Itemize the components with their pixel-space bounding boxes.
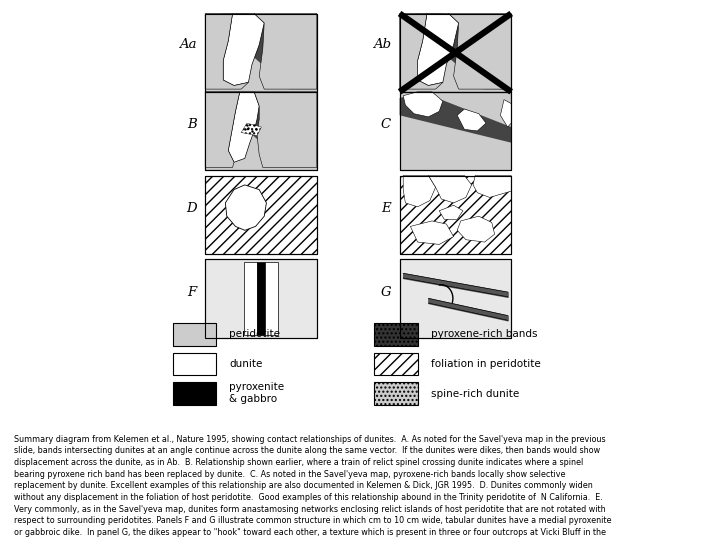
Polygon shape bbox=[225, 185, 266, 230]
Polygon shape bbox=[400, 14, 511, 89]
Bar bbox=[400, 92, 511, 170]
Bar bbox=[374, 323, 418, 346]
Bar bbox=[265, 262, 278, 335]
Polygon shape bbox=[241, 123, 261, 136]
Text: F: F bbox=[187, 286, 197, 299]
Bar bbox=[244, 262, 258, 335]
Text: E: E bbox=[382, 202, 391, 215]
Polygon shape bbox=[221, 14, 317, 89]
Bar bbox=[374, 382, 418, 405]
Polygon shape bbox=[403, 92, 443, 117]
Bar bbox=[400, 259, 511, 338]
Text: D: D bbox=[186, 202, 197, 215]
Bar bbox=[400, 259, 511, 338]
Polygon shape bbox=[223, 14, 264, 85]
Bar bbox=[173, 323, 216, 346]
Polygon shape bbox=[457, 109, 486, 131]
Text: peridotite: peridotite bbox=[229, 329, 280, 339]
Bar bbox=[400, 14, 511, 92]
Polygon shape bbox=[410, 221, 454, 245]
Text: Ab: Ab bbox=[373, 38, 391, 51]
Text: G: G bbox=[380, 286, 391, 299]
Polygon shape bbox=[205, 92, 317, 162]
Text: dunite: dunite bbox=[229, 359, 262, 369]
Polygon shape bbox=[403, 176, 436, 207]
Polygon shape bbox=[457, 216, 495, 242]
Bar bbox=[374, 353, 418, 375]
Text: C: C bbox=[381, 118, 391, 131]
Polygon shape bbox=[449, 14, 511, 89]
Text: B: B bbox=[186, 118, 197, 131]
Text: spine-rich dunite: spine-rich dunite bbox=[431, 389, 519, 399]
Polygon shape bbox=[205, 92, 240, 167]
Polygon shape bbox=[205, 14, 248, 89]
Polygon shape bbox=[428, 176, 472, 203]
Bar bbox=[205, 259, 317, 338]
Text: pyroxenite
& gabbro: pyroxenite & gabbro bbox=[229, 382, 284, 403]
Polygon shape bbox=[418, 14, 459, 85]
Bar bbox=[205, 92, 317, 170]
Bar bbox=[173, 353, 216, 375]
Polygon shape bbox=[228, 92, 259, 162]
Bar bbox=[205, 259, 317, 338]
Text: foliation in peridotite: foliation in peridotite bbox=[431, 359, 540, 369]
Polygon shape bbox=[205, 14, 317, 89]
Bar bbox=[205, 14, 317, 92]
Polygon shape bbox=[500, 99, 511, 127]
Bar bbox=[400, 92, 511, 170]
Bar bbox=[400, 14, 511, 92]
Text: Summary diagram from Kelemen et al., Nature 1995, showing contact relationships : Summary diagram from Kelemen et al., Nat… bbox=[14, 435, 612, 540]
Bar bbox=[400, 176, 511, 254]
Bar bbox=[258, 262, 265, 335]
Bar bbox=[205, 176, 317, 254]
Polygon shape bbox=[439, 205, 463, 219]
Polygon shape bbox=[473, 176, 511, 198]
Bar bbox=[205, 92, 317, 170]
Text: Aa: Aa bbox=[179, 38, 197, 51]
Polygon shape bbox=[254, 92, 317, 167]
Bar bbox=[205, 14, 317, 92]
Bar bbox=[400, 176, 511, 254]
Polygon shape bbox=[400, 92, 511, 143]
Polygon shape bbox=[415, 14, 511, 89]
Bar bbox=[173, 382, 216, 405]
Text: pyroxene-rich bands: pyroxene-rich bands bbox=[431, 329, 537, 339]
Polygon shape bbox=[220, 92, 317, 162]
Polygon shape bbox=[254, 14, 317, 89]
Bar bbox=[205, 176, 317, 254]
Polygon shape bbox=[400, 14, 443, 89]
